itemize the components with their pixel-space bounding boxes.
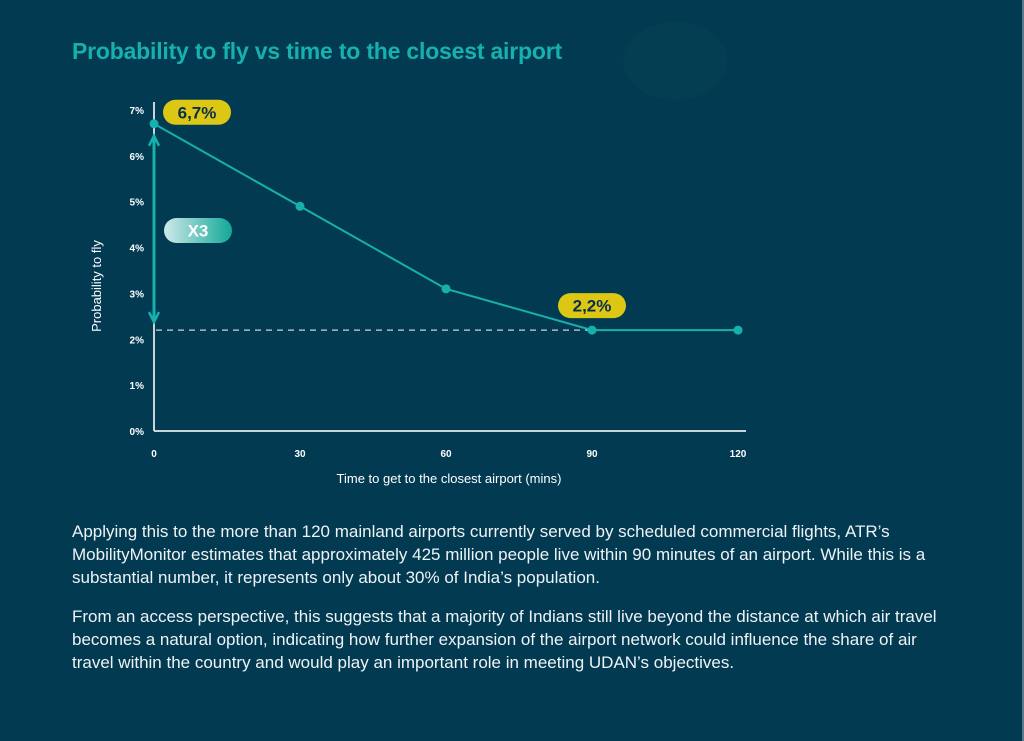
x-tick-label: 30 [294, 449, 306, 460]
page-edge [1022, 0, 1024, 741]
x-tick-label: 0 [151, 449, 157, 460]
data-point [441, 284, 451, 294]
value-badge [558, 293, 626, 319]
y-tick-label: 4% [130, 244, 145, 255]
line-chart: 0% 1% 2% 3% 4% 5% 6% 7% 0 30 60 90 120 6,7% 2,2% X3 Ti… [89, 99, 747, 486]
data-point [733, 325, 743, 335]
y-axis-label: Probability to fly [89, 240, 104, 332]
value-badge [163, 99, 231, 125]
x-tick-label: 90 [586, 449, 598, 460]
x3-badge-label: X3 [188, 222, 209, 241]
value-badge-label: 6,7% [178, 103, 217, 122]
data-point [295, 201, 305, 211]
value-badge-label: 2,2% [573, 297, 612, 316]
decorative-blob [623, 22, 727, 100]
y-tick-label: 5% [130, 198, 145, 209]
series-line [153, 122, 738, 332]
x-tick-label: 120 [730, 449, 747, 460]
data-point [149, 119, 159, 129]
x3-badge [164, 218, 232, 243]
data-point [587, 325, 597, 335]
y-tick-label: 2% [130, 335, 145, 346]
x-axis-label: Time to get to the closest airport (mins… [337, 471, 562, 486]
y-tick-label: 1% [130, 381, 145, 392]
paragraph-1: Applying this to the more than 120 mainl… [72, 522, 926, 587]
x-tick-label: 60 [440, 449, 452, 460]
y-tick-label: 6% [130, 152, 145, 163]
paragraph-2: From an access perspective, this suggest… [72, 607, 937, 672]
chart-title: Probability to fly vs time to the closes… [72, 38, 562, 64]
y-tick-label: 7% [130, 106, 145, 117]
y-tick-label: 3% [130, 289, 145, 300]
arrow-up-head [147, 132, 161, 147]
arrow-down-head [147, 311, 161, 325]
y-tick-label: 0% [130, 427, 145, 438]
